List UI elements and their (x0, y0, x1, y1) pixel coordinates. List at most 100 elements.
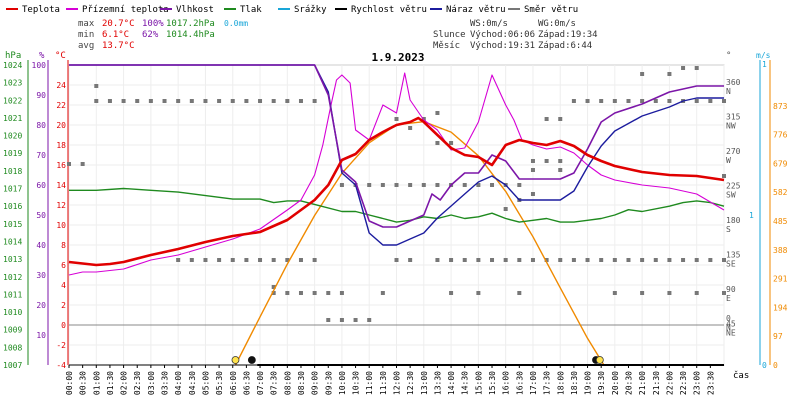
pressure-tick-label: 1008 (3, 343, 22, 352)
wind-direction-dot (435, 183, 440, 187)
wind-dir-deg-label: 270 (726, 147, 741, 156)
x-tick-label: 02:30 (133, 371, 142, 395)
wind-direction-dot (435, 258, 440, 262)
wind-direction-dot (476, 183, 481, 187)
wind-direction-dot (244, 99, 249, 103)
stat-min-label: min (78, 30, 94, 40)
humidity-tick-label: 60 (36, 181, 46, 190)
x-tick-label: 23:30 (706, 371, 715, 395)
x-tick-label: 03:30 (161, 371, 170, 395)
wind-direction-dot (271, 291, 276, 295)
wind-direction-dot (544, 159, 549, 163)
wind-direction-dot (530, 192, 535, 196)
wind-direction-dot (571, 258, 576, 262)
wind-dir-deg-label: 135 (726, 251, 741, 260)
wind-direction-dot (462, 183, 467, 187)
wind-direction-dot (203, 258, 208, 262)
wind-dir-name-label: E (726, 294, 731, 303)
x-tick-label: 22:00 (665, 371, 674, 395)
wind-direction-dot (667, 291, 672, 295)
x-tick-label: 16:30 (515, 371, 524, 395)
series-tlak (69, 187, 725, 223)
wind-direction-dot (298, 258, 303, 262)
x-tick-label: 04:30 (188, 371, 197, 395)
wind-dir-name-label: N (726, 87, 731, 96)
wind-direction-dot (326, 291, 331, 295)
wind-direction-dot (599, 258, 604, 262)
sunrise-marker (231, 356, 240, 364)
wind-direction-dot (626, 99, 631, 103)
temperature-tick-label: 10 (56, 221, 66, 230)
x-tick-label: 13:00 (420, 371, 429, 395)
x-tick-label: 20:00 (611, 371, 620, 395)
wind-direction-dot (694, 66, 699, 70)
wind-direction-dot (285, 258, 290, 262)
stat-max-hum: 100% (142, 19, 164, 29)
x-tick-label: 08:30 (297, 371, 306, 395)
wind-direction-dot (449, 291, 454, 295)
series-n-raz-v-tru (69, 64, 724, 246)
radiation-tick-label: 776 (773, 131, 788, 140)
stat-avg-temp: 13.7°C (102, 41, 135, 51)
x-tick-label: 19:00 (584, 371, 593, 395)
pressure-tick-label: 1021 (3, 114, 22, 123)
x-tick-label: 04:00 (174, 371, 183, 395)
wind-direction-dot (380, 291, 385, 295)
x-tick-label: 01:00 (92, 371, 101, 395)
radiation-tick-label: 97 (773, 332, 783, 341)
x-tick-label: 05:30 (215, 371, 224, 395)
temperature-tick-label: 18 (56, 141, 66, 150)
wind-direction-dot (217, 99, 222, 103)
wind-direction-dot (285, 99, 290, 103)
stat-sun-label: Slunce (433, 30, 466, 40)
wind-direction-dot (640, 72, 645, 76)
x-tick-label: 12:00 (393, 371, 402, 395)
wind-direction-dot (258, 258, 263, 262)
pressure-tick-label: 1023 (3, 79, 22, 88)
x-tick-label: 16:00 (502, 371, 511, 395)
pressure-tick-label: 1015 (3, 220, 22, 229)
wind-direction-dot (612, 291, 617, 295)
humidity-tick-label: 30 (36, 271, 46, 280)
wind-direction-dot (176, 258, 181, 262)
wind-direction-dot (517, 183, 522, 187)
wind-direction-dot (708, 99, 713, 103)
wind-direction-dot (476, 258, 481, 262)
humidity-tick-label: 50 (36, 211, 46, 220)
x-tick-label: 11:00 (365, 371, 374, 395)
pressure-tick-label: 1016 (3, 202, 22, 211)
wind-direction-dot (339, 183, 344, 187)
stat-moon-set: Západ:6:44 (538, 41, 592, 51)
wind-direction-dot (640, 291, 645, 295)
wind-direction-dot (708, 258, 713, 262)
wind-direction-dot (285, 291, 290, 295)
wind-direction-dot (667, 72, 672, 76)
wind-direction-dot (367, 183, 372, 187)
radiation-tick-label: 582 (773, 188, 788, 197)
wind-direction-dot (230, 258, 235, 262)
wind-direction-dot (612, 258, 617, 262)
stat-sun-set: Západ:19:34 (538, 30, 598, 40)
wind-direction-dot (326, 318, 331, 322)
wind-direction-dot (367, 318, 372, 322)
stat-ws: WS:0m/s (470, 19, 508, 29)
radiation-tick-label: 485 (773, 217, 788, 226)
wind-direction-dot (653, 258, 658, 262)
temperature-tick-label: 12 (56, 201, 66, 210)
wind-direction-dot (394, 258, 399, 262)
x-tick-label: 07:00 (256, 371, 265, 395)
x-tick-label: 17:00 (529, 371, 538, 395)
wind-direction-dot (135, 99, 140, 103)
sunset-marker (595, 356, 604, 364)
wind-direction-dot (298, 291, 303, 295)
temperature-tick-label: 2 (61, 301, 66, 310)
wind-direction-dot (476, 291, 481, 295)
wind-dir-name-label: W (726, 156, 731, 165)
x-tick-label: 21:00 (638, 371, 647, 395)
pressure-tick-label: 1009 (3, 326, 22, 335)
wind-direction-dot (203, 99, 208, 103)
x-tick-label: 13:30 (433, 371, 442, 395)
legend-label-3: Tlak (240, 5, 262, 15)
legend-label-1: Přízemní teplota (82, 5, 169, 15)
